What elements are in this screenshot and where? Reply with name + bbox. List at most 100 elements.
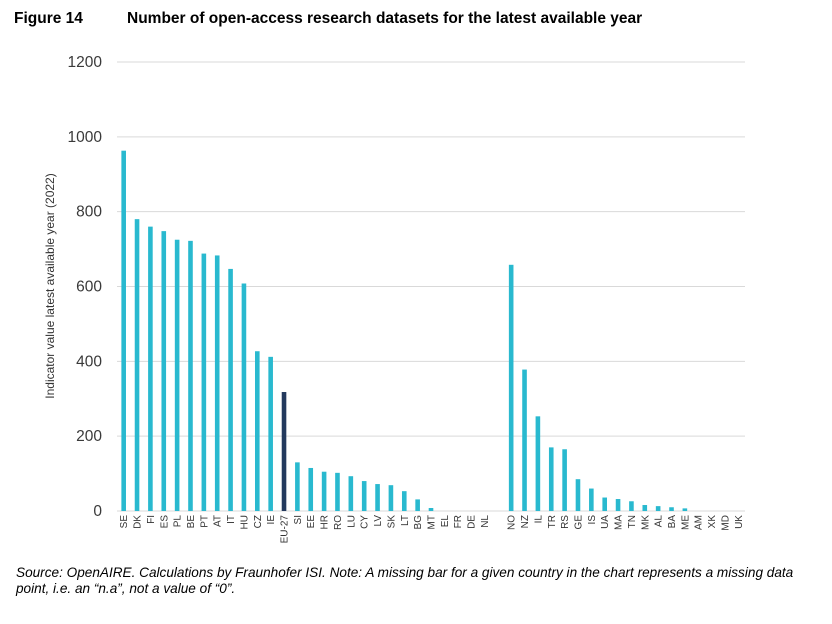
y-tick-label: 400 xyxy=(76,353,102,370)
x-tick-label: LT xyxy=(400,515,411,526)
bar-me xyxy=(682,508,688,511)
bar-dk xyxy=(134,219,140,511)
bar-ma xyxy=(615,499,621,511)
x-tick-label: FR xyxy=(453,515,464,528)
x-tick-label: RS xyxy=(560,515,571,529)
x-tick-label: NO xyxy=(507,515,518,530)
bar-chart: 0 200 400 600 800 1000 1200 Indicator value la… xyxy=(43,54,745,544)
x-tick-label: UA xyxy=(600,515,611,529)
bar-pt xyxy=(201,253,207,511)
chart-title: Number of open-access research datasets … xyxy=(127,10,643,27)
bar-eu-27 xyxy=(281,392,287,511)
y-tick-label: 1000 xyxy=(68,129,103,146)
x-tick-label: SI xyxy=(293,515,304,524)
bar-nz xyxy=(522,369,527,511)
x-tick-label: HR xyxy=(320,515,331,529)
x-tick-label: FI xyxy=(146,515,157,524)
x-tick-label: MT xyxy=(427,515,438,529)
y-tick-label: 200 xyxy=(76,428,102,445)
bar-se xyxy=(121,150,126,512)
bar-al xyxy=(655,506,661,511)
x-tick-label: GE xyxy=(573,515,584,530)
bar-si xyxy=(295,462,300,511)
x-tick-label: TR xyxy=(547,515,558,528)
y-tick-label: 1200 xyxy=(68,54,103,71)
x-tick-label: EL xyxy=(440,515,451,528)
x-tick-label: ES xyxy=(159,515,170,529)
x-tick-label: ME xyxy=(680,515,691,530)
y-axis-ticks: 0 200 400 600 800 1000 1200 xyxy=(68,54,103,520)
bars xyxy=(121,150,688,512)
bar-fi xyxy=(148,226,153,511)
x-axis-ticks: SE DK FI ES PL BE PT AT IT HU CZ IE EU-27 SI EE HR RO LU C… xyxy=(119,515,745,544)
x-tick-label: NL xyxy=(480,515,491,528)
x-tick-label: XK xyxy=(707,515,718,529)
bar-is xyxy=(589,488,594,511)
x-tick-label: BA xyxy=(667,515,678,529)
x-tick-label: PT xyxy=(199,515,210,528)
bar-bg xyxy=(415,499,420,511)
bar-at xyxy=(214,255,220,511)
bar-mk xyxy=(642,505,648,511)
x-tick-label: MA xyxy=(614,515,625,530)
x-tick-label: UK xyxy=(734,515,745,529)
bar-sk xyxy=(388,485,394,511)
bar-cz xyxy=(254,351,260,511)
x-tick-label: HU xyxy=(239,515,250,529)
y-tick-label: 0 xyxy=(93,503,102,520)
x-tick-label: NZ xyxy=(520,515,531,528)
x-tick-label: RO xyxy=(333,515,344,530)
x-tick-label: PL xyxy=(173,515,184,528)
bar-ba xyxy=(669,507,674,511)
bar-es xyxy=(161,231,167,511)
x-tick-label: AM xyxy=(694,515,705,530)
x-tick-label: MK xyxy=(640,515,651,530)
bar-ro xyxy=(335,472,340,511)
x-tick-label: LU xyxy=(346,515,357,528)
bar-tr xyxy=(548,447,554,511)
x-tick-label: AL xyxy=(654,515,665,528)
bar-ua xyxy=(602,497,608,511)
bar-mt xyxy=(428,508,434,511)
bar-no xyxy=(508,264,514,511)
x-tick-label: SK xyxy=(386,515,397,529)
bar-ge xyxy=(575,479,581,511)
x-tick-label: BE xyxy=(186,515,197,529)
y-tick-label: 600 xyxy=(76,279,102,296)
x-tick-label: SE xyxy=(119,515,130,529)
bar-cy xyxy=(361,481,367,511)
bar-lt xyxy=(401,491,407,511)
figure-label: Figure 14 xyxy=(14,10,83,27)
gridlines xyxy=(117,61,745,512)
x-tick-label: CY xyxy=(360,515,371,529)
x-tick-label: IT xyxy=(226,515,237,524)
x-tick-label: IL xyxy=(533,515,544,524)
bar-lu xyxy=(348,476,354,511)
x-tick-label: TN xyxy=(627,515,638,528)
x-tick-label: BG xyxy=(413,515,424,530)
bar-pl xyxy=(174,239,180,511)
bar-ee xyxy=(308,467,314,511)
bar-be xyxy=(188,240,193,511)
bar-hu xyxy=(241,283,247,511)
x-tick-label: DK xyxy=(133,515,144,529)
bar-il xyxy=(535,416,541,511)
bar-it xyxy=(228,268,233,511)
x-tick-label: DE xyxy=(467,515,478,529)
x-tick-label: EU-27 xyxy=(280,515,291,544)
x-tick-label: MD xyxy=(720,515,731,531)
x-tick-label: LV xyxy=(373,515,384,527)
y-axis-title: Indicator value latest available year (2… xyxy=(43,173,57,398)
x-tick-label: CZ xyxy=(253,515,264,528)
bar-rs xyxy=(562,449,567,511)
x-tick-label: IS xyxy=(587,515,598,525)
bar-hr xyxy=(321,471,327,511)
bar-tn xyxy=(629,501,634,511)
x-tick-label: AT xyxy=(213,515,224,527)
y-tick-label: 800 xyxy=(76,204,102,221)
bar-lv xyxy=(375,484,380,511)
bar-ie xyxy=(268,356,273,511)
source-note: Source: OpenAIRE. Calculations by Fraunh… xyxy=(16,565,794,596)
x-tick-label: EE xyxy=(306,515,317,529)
x-tick-label: IE xyxy=(266,515,277,525)
